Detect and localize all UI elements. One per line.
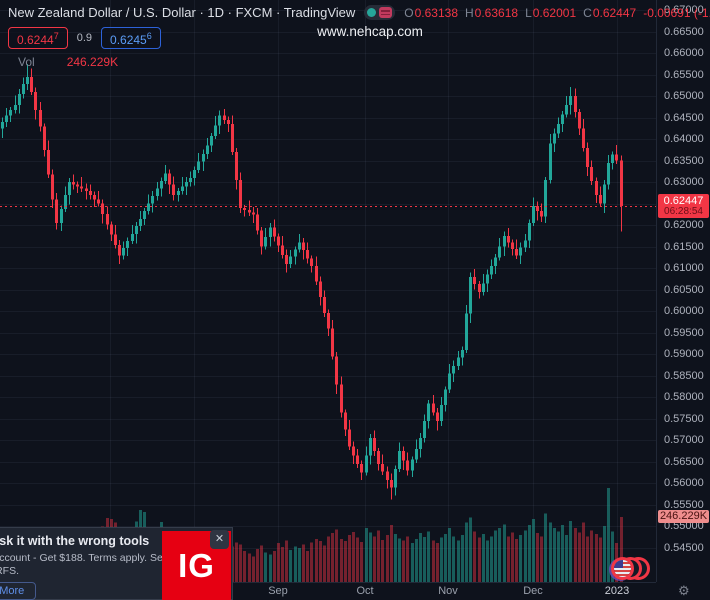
change-value: -0.00691 (-1.09%): [643, 5, 710, 20]
high-value: 0.63618: [474, 5, 519, 20]
buy-ask-button[interactable]: 0.62456: [101, 27, 161, 49]
learn-more-button[interactable]: Learn More: [0, 582, 37, 600]
ad-title: Don't risk it with the wrong tools: [0, 534, 150, 548]
time-axis-label: 2023: [604, 585, 630, 597]
price-axis-label: 0.56000: [664, 477, 704, 490]
ig-logo[interactable]: IG: [162, 531, 231, 600]
menu-icon: [379, 7, 393, 18]
close-label: C: [583, 5, 592, 20]
price-axis-label: 0.66000: [664, 47, 704, 60]
price-axis-label: 0.64500: [664, 111, 704, 124]
price-axis-label: 0.54500: [664, 541, 704, 554]
candlestick-series: [1, 63, 623, 500]
symbol-title[interactable]: New Zealand Dollar / U.S. Dollar · 1D · …: [8, 5, 356, 20]
price-axis-label: 0.58000: [664, 391, 704, 404]
price-axis-label: 0.57000: [664, 434, 704, 447]
ad-banner[interactable]: Don't risk it with the wrong tools Open …: [0, 527, 233, 600]
status-dot-icon: [367, 8, 377, 17]
symbol-row: New Zealand Dollar / U.S. Dollar · 1D · …: [8, 5, 710, 20]
last-price-value: 0.62447: [663, 195, 704, 207]
price-axis-label: 0.58500: [664, 369, 704, 382]
price-axis-label: 0.60000: [664, 305, 704, 318]
price-axis-label: 0.60500: [664, 283, 704, 296]
price-axis-label: 0.65500: [664, 68, 704, 81]
bid-ask-row: 0.62447 0.9 0.62456: [8, 27, 710, 49]
price-axis-label: 0.62000: [664, 219, 704, 232]
low-value: 0.62001: [532, 5, 577, 20]
volume-label: Vol: [18, 55, 35, 69]
watermark: www.nehcap.com: [317, 24, 423, 39]
price-axis-label: 0.56500: [664, 455, 704, 468]
series-status-toggle[interactable]: [364, 5, 396, 20]
open-label: O: [404, 5, 414, 20]
economic-event-us-flag-icon[interactable]: [611, 557, 651, 581]
volume-axis-tag: 246.229K: [658, 509, 709, 523]
price-axis-label: 0.59000: [664, 348, 704, 361]
us-flag-icon: [611, 557, 634, 580]
time-axis-label: Dec: [523, 585, 543, 597]
price-axis-label: 0.66500: [664, 25, 704, 38]
ad-body: Open a account - Get $188. Terms apply. …: [0, 552, 187, 577]
price-axis-label: 0.61500: [664, 240, 704, 253]
time-axis-label: Oct: [356, 585, 374, 597]
price-chart-canvas[interactable]: [0, 0, 656, 582]
price-axis-label: 0.67000: [664, 4, 704, 17]
price-axis-label: 0.61000: [664, 262, 704, 275]
price-axis-label: 0.55000: [664, 520, 704, 533]
settings-gear-icon[interactable]: ⚙: [678, 583, 690, 598]
price-axis-label: 0.63000: [664, 176, 704, 189]
ad-text: Don't risk it with the wrong tools Open …: [0, 534, 187, 600]
ohlc-readout: O 0.63138 H 0.63618 L 0.62001 C 0.62447 -0.0…: [404, 6, 710, 20]
low-label: L: [525, 5, 532, 20]
last-price-tag: 0.62447 06:28:54: [658, 194, 709, 218]
price-axis-label: 0.64000: [664, 133, 704, 146]
price-axis-label: 0.63500: [664, 154, 704, 167]
ad-close-button[interactable]: ✕: [210, 530, 229, 549]
price-axis-label: 0.57500: [664, 412, 704, 425]
time-axis-label: Sep: [268, 585, 288, 597]
price-axis-label: 0.59500: [664, 326, 704, 339]
price-axis-label: 0.65000: [664, 90, 704, 103]
close-value: 0.62447: [592, 5, 637, 20]
time-axis-label: Nov: [438, 585, 458, 597]
open-value: 0.63138: [414, 5, 458, 20]
price-axis-label: 0.55500: [664, 498, 704, 511]
chart-legend: New Zealand Dollar / U.S. Dollar · 1D · …: [8, 5, 710, 69]
price-axis[interactable]: 0.54500 0.55000 0.55500 0.56000 0.56500 0.570…: [656, 0, 710, 582]
spread-value: 0.9: [76, 32, 93, 44]
high-label: H: [465, 5, 474, 20]
grid-lines: [0, 0, 656, 582]
bar-countdown: 06:28:54: [664, 206, 703, 217]
volume-row: Vol 246.229K: [8, 55, 710, 69]
sell-bid-button[interactable]: 0.62447: [8, 27, 68, 49]
volume-value: 246.229K: [66, 55, 119, 69]
